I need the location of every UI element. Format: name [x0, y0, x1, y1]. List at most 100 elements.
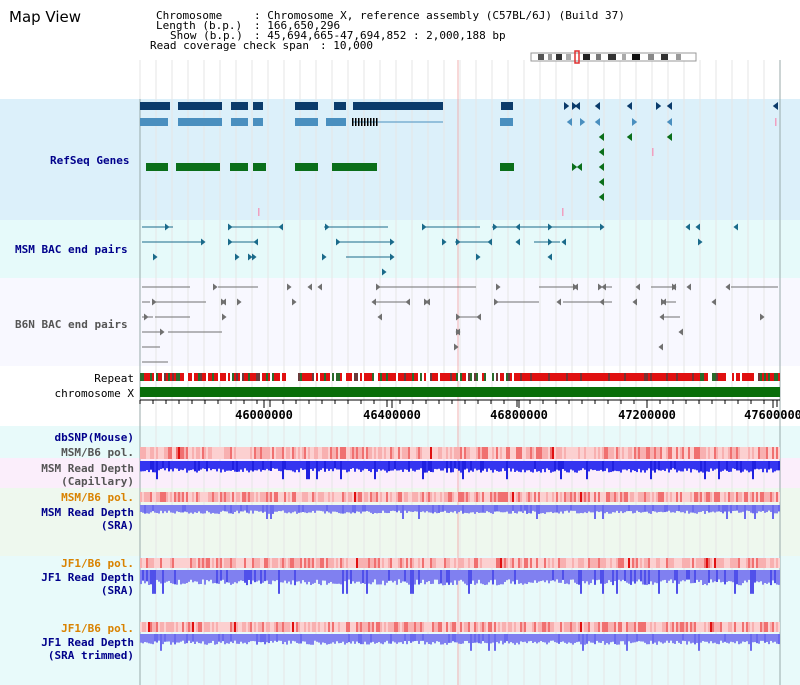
polymorphism-cell: [542, 492, 544, 502]
polymorphism-cell: [686, 558, 688, 568]
gene-block: [295, 163, 318, 171]
polymorphism-cell: [172, 558, 174, 568]
read-depth-bar: [370, 505, 372, 513]
repeat-element: [672, 373, 674, 381]
read-depth-bar: [532, 461, 534, 473]
gene-arrow: [336, 238, 341, 246]
polymorphism-cell: [748, 447, 750, 459]
length-value: : 166,650,296: [254, 19, 341, 32]
polymorphism-cell: [578, 622, 580, 632]
polymorphism-cell: [758, 558, 760, 568]
read-depth-bar: [736, 570, 738, 585]
b6n-bac-label[interactable]: B6N BAC end pairs: [15, 318, 128, 331]
repeat-element: [484, 373, 486, 381]
refseq-genes-label[interactable]: RefSeq Genes: [50, 154, 130, 167]
polymorphism-cell: [218, 492, 220, 502]
read-depth-bar: [376, 461, 378, 472]
polymorphism-cell: [376, 492, 378, 502]
read-depth-bar: [614, 570, 616, 582]
polymorphism-cell: [588, 558, 590, 568]
header-info: Chromosome : Chromosome X, reference ass…: [150, 10, 625, 111]
polymorphism-cell: [608, 447, 610, 459]
polymorphism-cell: [264, 492, 266, 502]
read-depth-bar: [742, 634, 744, 642]
read-depth-bar: [410, 634, 412, 643]
read-depth-bar: [334, 461, 336, 469]
polymorphism-cell: [756, 622, 758, 632]
repeat-element: [242, 373, 244, 381]
polymorphism-cell: [334, 558, 336, 568]
jf1-depth-trim-label[interactable]: JF1 Read Depth: [41, 636, 134, 649]
repeat-element: [530, 373, 532, 381]
read-depth-bar: [284, 570, 286, 581]
read-depth-bar: [262, 505, 264, 513]
polymorphism-cell: [336, 558, 338, 568]
polymorphism-cell: [296, 558, 298, 568]
polymorphism-cell: [696, 622, 698, 632]
read-depth-bar: [490, 634, 492, 644]
jf1-depth-sra-label[interactable]: JF1 Read Depth: [41, 571, 134, 584]
read-depth-bar: [462, 570, 464, 582]
polymorphism-cell: [532, 622, 534, 632]
polymorphism-cell: [680, 492, 682, 502]
repeat-element: [386, 373, 388, 381]
msm-b6-pol-label-2: MSM/B6 pol.: [61, 491, 134, 504]
polymorphism-cell: [710, 622, 712, 632]
read-depth-bar: [424, 634, 426, 645]
polymorphism-cell: [480, 492, 482, 502]
polymorphism-cell: [372, 622, 374, 632]
gene-arrow: [666, 102, 672, 110]
polymorphism-cell: [550, 447, 552, 459]
read-depth-bar: [382, 634, 384, 645]
polymorphism-cell: [438, 622, 440, 632]
read-depth-bar: [774, 634, 776, 642]
polymorphism-cell: [154, 622, 156, 632]
polymorphism-cell: [360, 492, 362, 502]
repeat-element: [244, 373, 246, 381]
read-depth-bar: [374, 461, 376, 480]
polymorphism-cell: [662, 558, 664, 568]
gene-arrow: [656, 102, 662, 110]
repeat-element: [588, 373, 590, 381]
polymorphism-cell: [558, 558, 560, 568]
ideogram-band: [608, 54, 616, 60]
polymorphism-cell: [202, 558, 204, 568]
msm-bac-label[interactable]: MSM BAC end pairs: [15, 243, 128, 256]
polymorphism-cell: [212, 447, 214, 459]
polymorphism-cell: [308, 447, 310, 459]
gene-arrow: [635, 283, 640, 291]
polymorphism-cell: [204, 447, 206, 459]
read-depth-bar: [236, 505, 238, 511]
read-depth-bar: [324, 570, 326, 581]
read-depth-bar: [328, 505, 330, 513]
polymorphism-cell: [550, 622, 552, 632]
read-depth-bar: [626, 634, 628, 651]
read-depth-bar: [726, 505, 728, 519]
polymorphism-cell: [622, 558, 624, 568]
repeat-element: [434, 373, 436, 381]
read-depth-bar: [266, 505, 268, 519]
read-depth-bar: [756, 505, 758, 514]
read-depth-bar: [218, 570, 220, 584]
polymorphism-cell: [652, 622, 654, 632]
polymorphism-cell: [326, 558, 328, 568]
gene-block: [230, 163, 248, 171]
polymorphism-cell: [692, 447, 694, 459]
polymorphism-cell: [634, 558, 636, 568]
read-depth-bar: [372, 505, 374, 514]
read-depth-bar: [562, 570, 564, 580]
read-depth-bar: [284, 634, 286, 642]
read-depth-bar: [636, 461, 638, 473]
repeat-element: [736, 373, 738, 381]
polymorphism-cell: [344, 447, 346, 459]
polymorphism-cell: [610, 622, 612, 632]
polymorphism-cell: [206, 492, 208, 502]
msm-depth-sra-label[interactable]: MSM Read Depth: [41, 506, 134, 519]
read-depth-bar: [248, 570, 250, 580]
read-depth-bar: [398, 461, 400, 471]
repeat-element: [214, 373, 216, 381]
polymorphism-cell: [154, 447, 156, 459]
polymorphism-cell: [216, 492, 218, 502]
repeat-element: [312, 373, 314, 381]
dbsnp-label[interactable]: dbSNP(Mouse): [54, 431, 134, 444]
